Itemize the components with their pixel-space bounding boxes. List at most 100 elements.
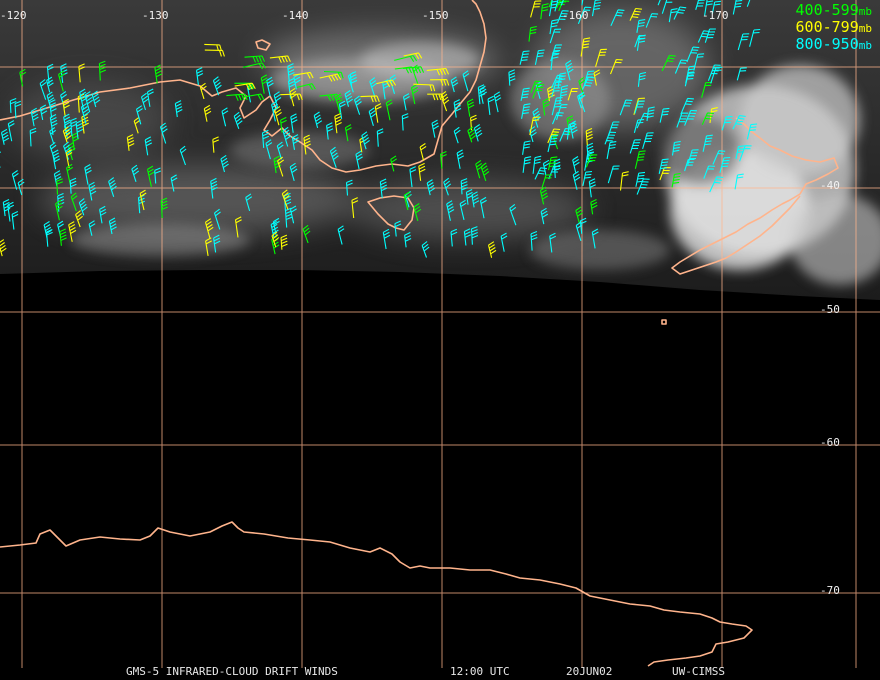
wind-barb [473,124,483,142]
longitude-label: -170 [702,9,729,22]
wind-barb [548,0,553,8]
wind-barb [693,53,705,71]
wind-barb [135,105,143,125]
wind-barb [549,28,562,44]
latitude-label: -60 [820,436,840,449]
wind-barb [212,136,220,153]
wind-barb [46,76,54,93]
wind-barb [607,165,620,184]
product-name: GMS-5 INFRARED-CLOUD DRIFT WINDS [126,665,338,678]
longitude-label: -120 [0,9,27,22]
wind-barb [204,218,214,239]
wind-barb [410,83,419,105]
wind-barb [697,30,710,43]
data-source: UW-CIMSS [672,665,725,678]
wind-barb [556,0,567,9]
wind-barb [88,220,96,236]
wind-barb [551,74,564,89]
wind-barb [721,116,733,131]
wind-barb [62,126,72,143]
wind-barb [684,72,695,87]
wind-barb [553,158,561,178]
wind-barb [108,177,117,197]
wind-barb [532,155,542,174]
wind-barb [57,192,65,212]
wind-barb [344,124,352,142]
wind-barb [17,178,25,196]
wind-barb [220,154,229,173]
wind-barb [242,62,266,70]
wind-barb [426,179,435,196]
wind-barb [595,48,607,67]
wind-barb [369,77,378,96]
wind-barb [409,166,417,188]
wind-barb [732,0,743,15]
wind-barb [431,119,439,138]
wind-barb [636,19,646,33]
wind-barb [479,85,487,104]
wind-barb [179,145,187,166]
wind-barb [582,170,593,187]
wind-barb [540,3,549,20]
wind-barb [532,83,545,99]
wind-barb [344,90,354,107]
wind-barb [465,189,474,205]
wind-barb [642,132,654,150]
wind-barb [266,76,274,97]
wind-barb [351,197,359,219]
wind-barb [542,98,550,116]
wind-barb [204,49,225,57]
wind-barb [585,127,593,147]
wind-barb [353,95,362,115]
wind-barb [289,162,298,182]
wind-barb [287,63,295,82]
wind-barb [548,0,559,17]
wind-barb [213,208,221,230]
legend-unit: mb [858,5,872,18]
wind-barb [46,63,54,84]
wind-barb [604,131,617,145]
wind-barb [0,128,10,145]
wind-barb [326,122,334,140]
wind-barb [508,69,516,86]
wind-barb [14,100,22,119]
wind-barb [736,67,747,81]
wind-barb [199,82,207,100]
wind-barb [547,156,558,171]
wind-barb [154,64,163,84]
wind-barb [303,134,311,155]
wind-barb [629,7,642,21]
wind-barb [146,88,154,107]
wind-barb [572,170,581,190]
wind-barb [636,34,646,51]
legend-entry-400-599: 400-599mb [796,2,872,20]
wind-barb [234,82,256,91]
wind-barb [277,156,285,177]
longitude-label: -160 [562,9,589,22]
wind-barb [269,55,291,63]
wind-barb [529,126,537,143]
nz-south-island-coastline [671,195,801,275]
wind-barb [49,127,57,144]
wind-barb [280,234,288,250]
wind-barb [78,198,88,216]
legend-range: 600-799 [795,18,859,36]
tasmania-coastline [367,195,415,231]
wind-barb [551,97,563,116]
wind-barb [144,136,153,156]
wind-barb [159,122,168,144]
wind-barb [704,28,716,43]
wind-barb [460,178,468,195]
wind-barb [661,54,676,72]
wind-barb [390,155,398,172]
wind-barb [659,167,671,181]
wind-barb [579,217,587,234]
wind-barb [551,111,564,125]
wind-barb [542,159,550,176]
wind-barb [580,37,591,57]
wind-barb [471,191,480,208]
wind-barb [534,167,547,180]
wind-barb [71,132,80,151]
wind-barb [549,19,559,35]
wind-barb [233,111,243,129]
